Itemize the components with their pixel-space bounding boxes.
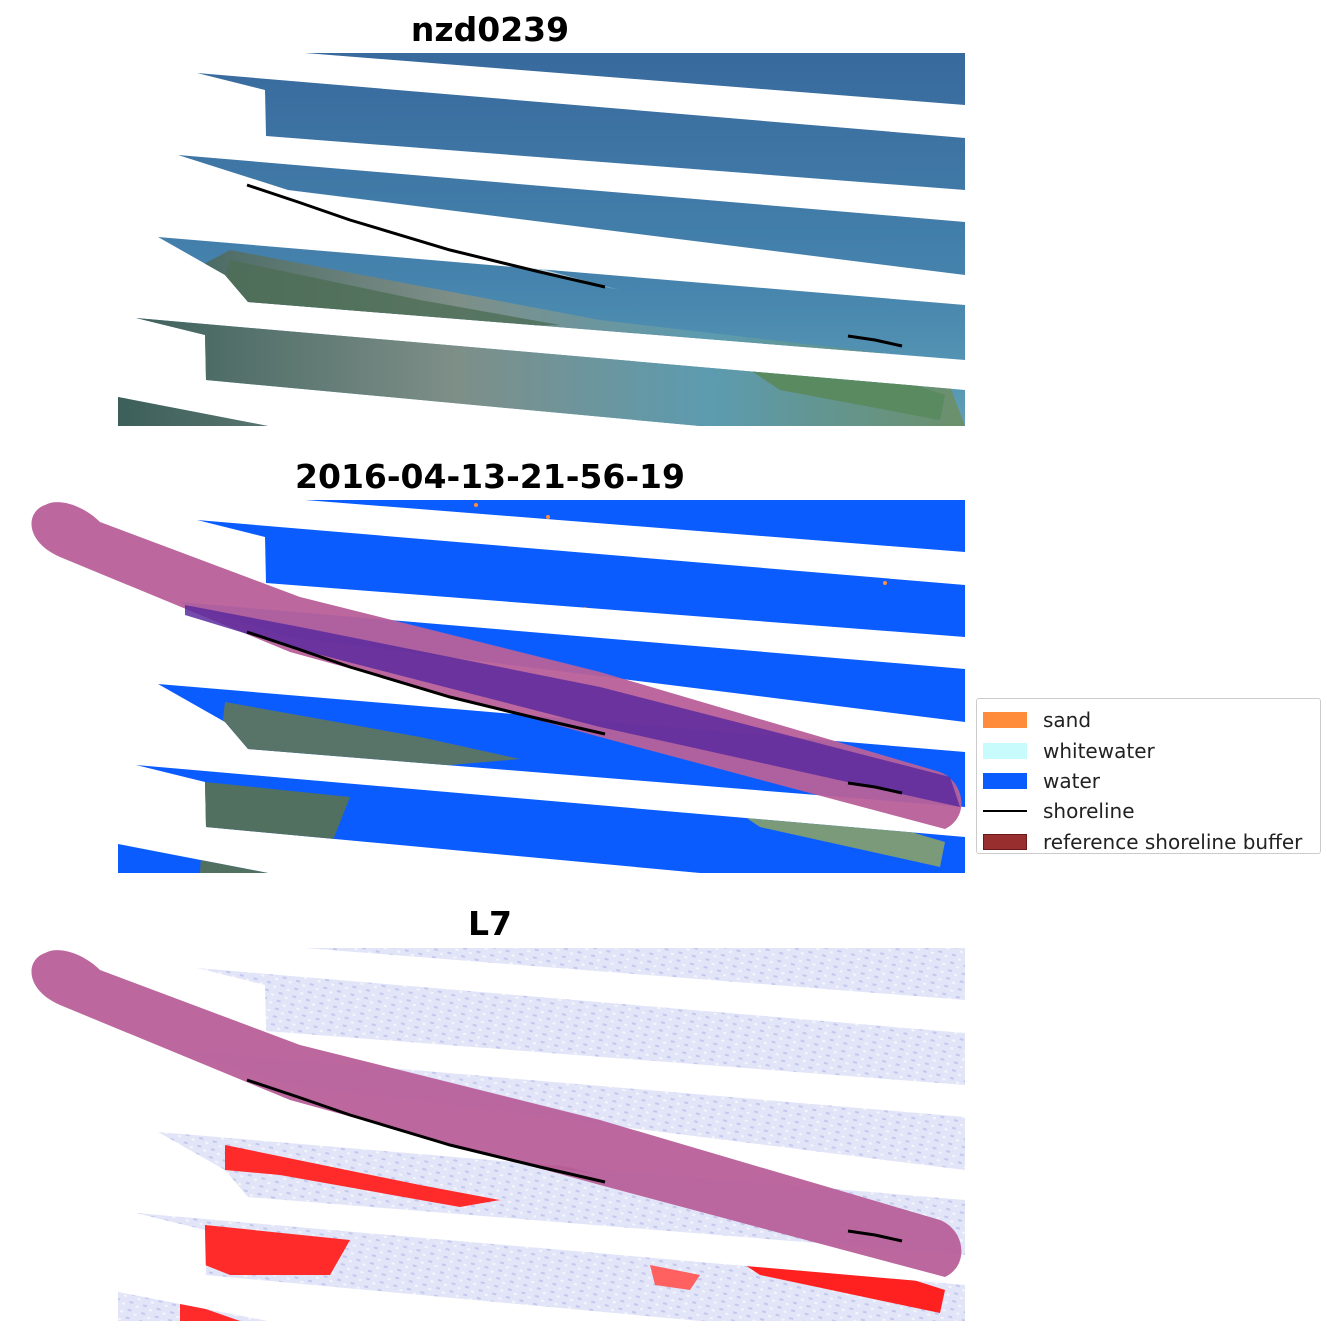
sand-swatch — [983, 712, 1027, 729]
reference-buffer — [31, 950, 962, 1277]
legend-label: reference shoreline buffer — [1043, 829, 1303, 854]
panel-title-rgb: nzd0239 — [410, 10, 570, 49]
panel-title-classified: 2016-04-13-21-56-19 — [295, 457, 685, 496]
shoreline-swatch — [983, 810, 1027, 813]
legend-label: sand — [1043, 708, 1092, 733]
shoreline-line — [847, 781, 903, 795]
legend-item-whitewater: whitewater — [983, 735, 1320, 765]
legend-item-sand: sand — [983, 705, 1320, 735]
legend-item-shoreline: shoreline — [983, 796, 1320, 826]
legend-label: shoreline — [1043, 799, 1135, 824]
legend: sand whitewater water shoreline referenc… — [976, 698, 1321, 854]
index-image-panel — [31, 948, 965, 1321]
reference-buffer-swatch — [983, 833, 1027, 850]
rgb-stripes — [118, 53, 965, 426]
legend-item-water: water — [983, 766, 1320, 796]
classified-image-panel — [31, 500, 965, 873]
whitewater-swatch — [983, 742, 1027, 759]
reference-buffer-over-water — [185, 605, 960, 807]
shoreline-line — [246, 183, 606, 289]
legend-label: water — [1043, 768, 1100, 793]
shoreline-line — [847, 334, 903, 348]
rgb-image-panel — [118, 53, 965, 426]
legend-label: whitewater — [1043, 738, 1155, 763]
legend-item-reference-buffer: reference shoreline buffer — [983, 827, 1320, 857]
water-swatch — [983, 772, 1027, 789]
shoreline-line — [246, 630, 606, 736]
shoreline-line — [847, 1229, 903, 1243]
shoreline-line — [246, 1078, 606, 1184]
panel-title-index: L7 — [468, 904, 512, 943]
